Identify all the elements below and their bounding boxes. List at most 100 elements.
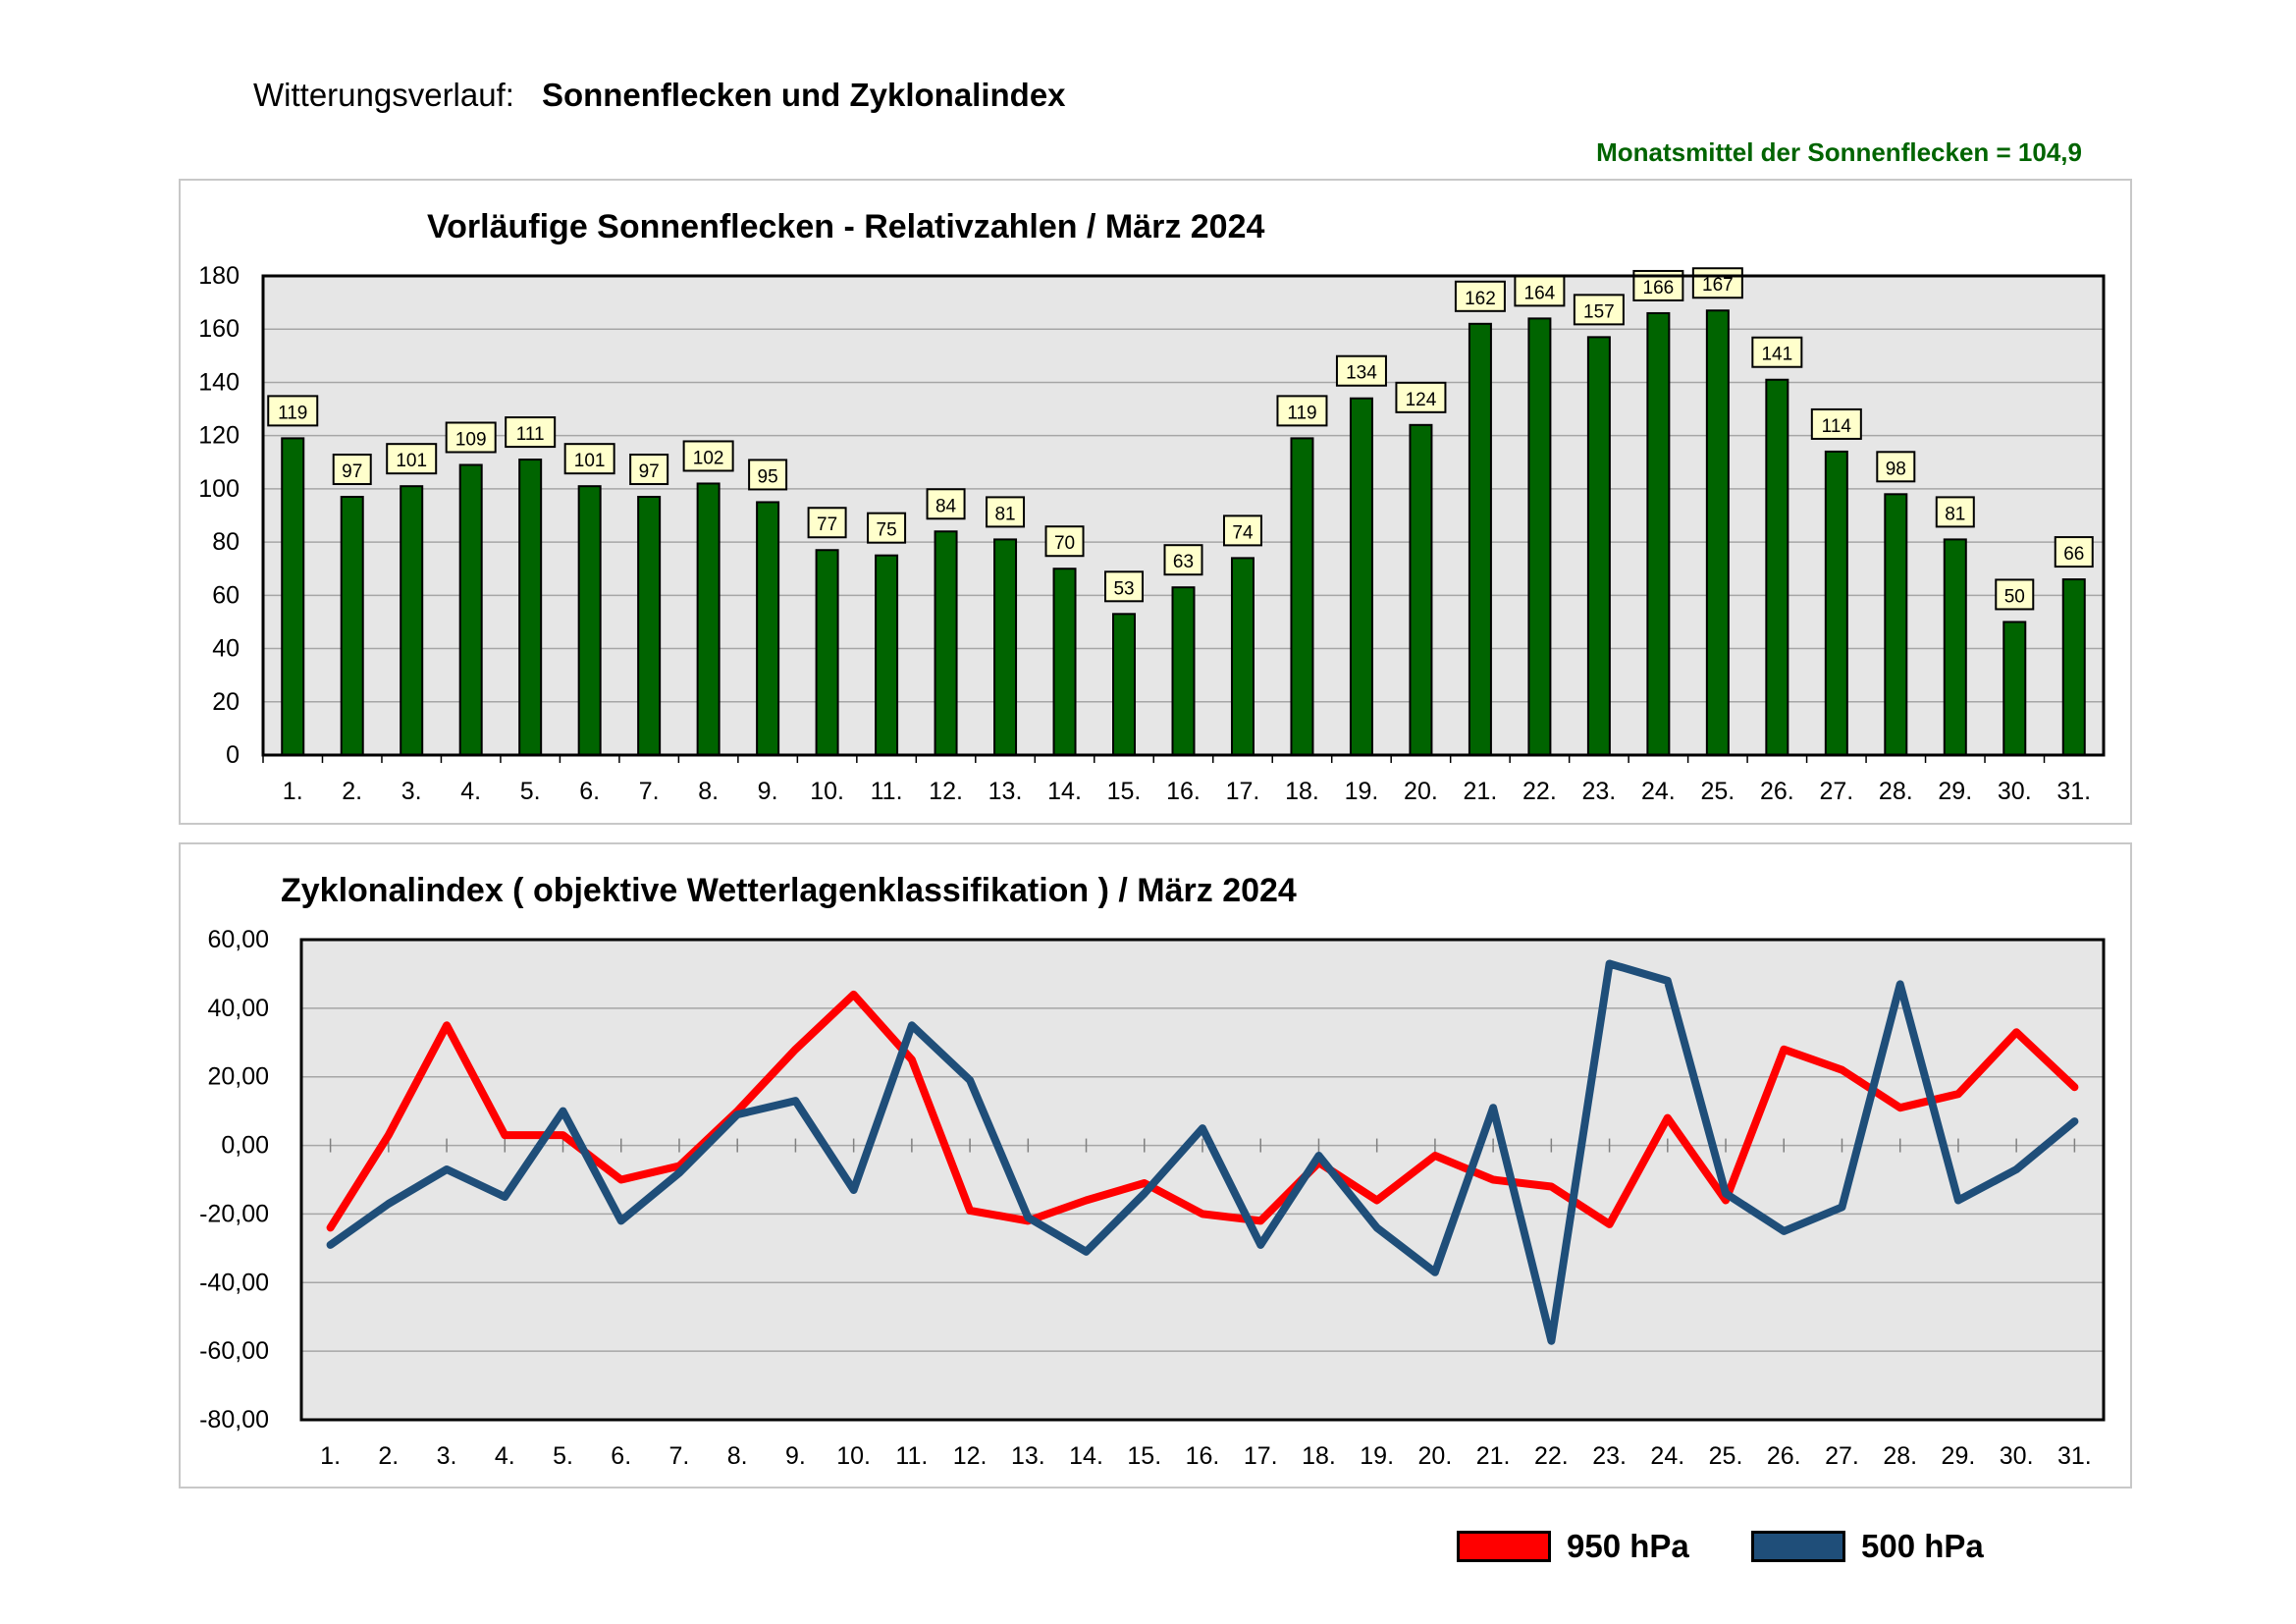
bar — [696, 482, 721, 756]
series-500-line — [326, 959, 2079, 1345]
data-label: 141 — [1761, 345, 1792, 365]
bar — [1586, 336, 1611, 756]
legend-950: 950 hPa — [1457, 1528, 1689, 1565]
x-tick-label-1: 27. — [1819, 778, 1853, 805]
data-label-box — [2054, 536, 2094, 568]
x-tick-label-1: 26. — [1760, 778, 1794, 805]
data-label: 167 — [1702, 275, 1734, 296]
data-label: 98 — [1886, 459, 1906, 479]
data-label-box — [1163, 544, 1203, 576]
x-tick-label-2: 25. — [1709, 1442, 1743, 1470]
bar — [1290, 437, 1314, 756]
y-tick-label-2: 60,00 — [207, 926, 269, 953]
x-tick-label-2: 3. — [437, 1442, 457, 1470]
x-tick-label-1: 2. — [342, 778, 362, 805]
x-tick-label-1: 3. — [401, 778, 422, 805]
page-title-label: Witterungsverlauf: — [253, 77, 514, 113]
x-tick-label-2: 1. — [320, 1442, 341, 1470]
bar — [1527, 317, 1552, 756]
data-label-box — [1395, 381, 1447, 413]
y-tick-label-1: 80 — [212, 528, 240, 556]
data-label: 134 — [1346, 363, 1377, 384]
x-tick-label-2: 19. — [1360, 1442, 1394, 1470]
x-tick-label-1: 4. — [460, 778, 481, 805]
x-tick-label-1: 24. — [1641, 778, 1676, 805]
x-tick-label-1: 28. — [1879, 778, 1913, 805]
bar — [518, 459, 543, 756]
y-tick-label-2: -20,00 — [199, 1200, 269, 1227]
x-tick-label-1: 31. — [2056, 778, 2091, 805]
x-tick-label-1: 13. — [988, 778, 1023, 805]
data-label-box — [926, 488, 966, 520]
bar — [637, 496, 662, 756]
data-label-box — [629, 454, 669, 486]
y-tick-label-2: -80,00 — [199, 1406, 269, 1434]
x-tick-label-2: 15. — [1127, 1442, 1161, 1470]
data-label: 166 — [1643, 278, 1675, 298]
x-tick-label-1: 8. — [698, 778, 719, 805]
data-label-box — [1276, 395, 1328, 427]
data-label-box — [748, 459, 788, 491]
bar — [1824, 450, 1848, 756]
x-tick-label-1: 1. — [283, 778, 303, 805]
data-label: 74 — [1232, 522, 1254, 543]
x-tick-label-1: 18. — [1285, 778, 1319, 805]
y-tick-label-1: 180 — [198, 262, 240, 290]
x-tick-label-2: 22. — [1534, 1442, 1569, 1470]
bar — [2002, 621, 2027, 757]
x-tick-label-2: 24. — [1650, 1442, 1684, 1470]
bar — [1349, 397, 1373, 756]
bar — [1052, 568, 1077, 756]
cyclonal-chart-title: Zyklonalindex ( objektive Wetterlagenkla… — [281, 872, 1297, 909]
legend-500: 500 hPa — [1751, 1528, 1984, 1565]
x-tick-label-1: 7. — [639, 778, 660, 805]
data-label-box — [1751, 336, 1803, 368]
data-label-box — [986, 496, 1026, 528]
data-label: 81 — [994, 504, 1015, 524]
data-label-box — [1995, 578, 2035, 611]
y-tick-label-1: 160 — [198, 315, 240, 343]
data-label: 70 — [1054, 533, 1075, 554]
monthly-mean: Monatsmittel der Sonnenflecken = 104,9 — [1596, 137, 2082, 167]
bar — [1409, 423, 1433, 756]
bar — [993, 538, 1018, 757]
x-tick-label-2: 20. — [1418, 1442, 1453, 1470]
x-tick-label-1: 21. — [1464, 778, 1498, 805]
x-tick-label-2: 18. — [1302, 1442, 1336, 1470]
data-label-box — [682, 440, 734, 472]
x-tick-label-2: 8. — [727, 1442, 748, 1470]
data-label-box — [807, 507, 847, 539]
data-label: 77 — [817, 514, 837, 535]
x-tick-label-2: 9. — [785, 1442, 806, 1470]
data-label: 119 — [278, 403, 307, 423]
x-tick-label-2: 11. — [895, 1442, 928, 1470]
page-title: Witterungsverlauf: Sonnenflecken und Zykl… — [253, 77, 1066, 114]
data-label-box — [332, 454, 372, 486]
data-label: 97 — [639, 461, 660, 482]
data-label-box — [1935, 496, 1975, 528]
data-label: 157 — [1583, 301, 1615, 322]
x-tick-label-1: 17. — [1226, 778, 1260, 805]
x-tick-label-1: 12. — [929, 778, 963, 805]
bar — [1112, 613, 1137, 756]
x-tick-label-2: 12. — [953, 1442, 988, 1470]
y-tick-label-1: 100 — [198, 475, 240, 503]
x-tick-label-1: 10. — [810, 778, 844, 805]
y-tick-label-2: -40,00 — [199, 1269, 269, 1296]
bar — [756, 501, 780, 756]
data-label: 124 — [1406, 390, 1437, 410]
x-tick-label-2: 21. — [1476, 1442, 1511, 1470]
bar — [1171, 586, 1196, 757]
bar — [2061, 578, 2086, 756]
bar — [400, 485, 424, 756]
x-tick-label-2: 28. — [1883, 1442, 1917, 1470]
bar — [1468, 322, 1492, 756]
bar — [1884, 493, 1908, 756]
y-tick-label-1: 20 — [212, 688, 240, 716]
y-tick-label-2: 20,00 — [207, 1063, 269, 1091]
x-tick-label-2: 4. — [495, 1442, 515, 1470]
data-label-box — [505, 416, 557, 449]
x-tick-label-1: 25. — [1700, 778, 1735, 805]
y-tick-label-1: 60 — [212, 581, 240, 609]
